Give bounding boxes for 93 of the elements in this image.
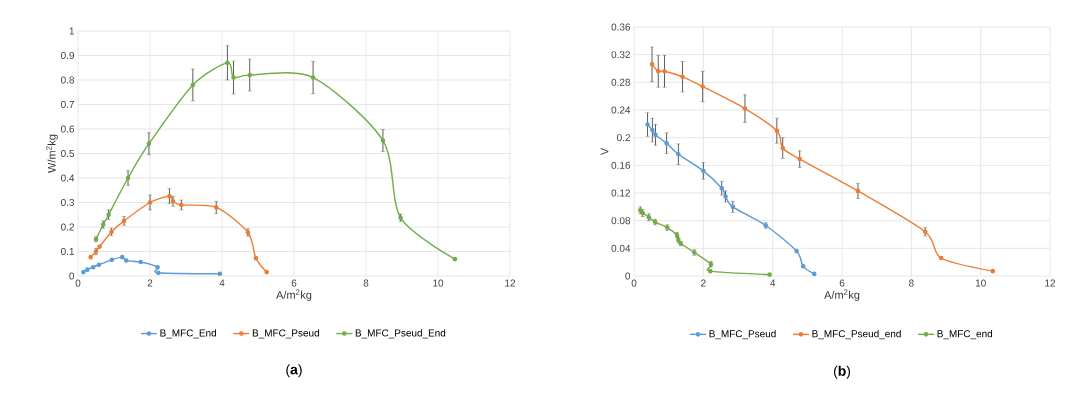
point [310, 75, 316, 80]
point [147, 200, 153, 205]
x-tick-label: 4 [770, 279, 776, 287]
y-tick-label: 0.28 [611, 78, 631, 86]
y-tick-label: 0.36 [611, 23, 631, 31]
point [190, 82, 196, 88]
legend-label: B_MFC_Pseud_End [355, 329, 446, 339]
point [452, 256, 458, 262]
point [125, 175, 131, 181]
point [96, 262, 102, 268]
legend-label: B_MFC_end [937, 329, 993, 340]
x-tick-label: 12 [505, 279, 516, 287]
x-tick-label: 6 [291, 279, 297, 287]
x-tick-label: 10 [975, 279, 986, 287]
y-tick-label: 0.08 [611, 217, 631, 225]
legend-label: B_MFC_Pseud [252, 329, 319, 339]
x-tick-label: 0 [631, 279, 637, 287]
point [855, 188, 861, 194]
point [723, 194, 728, 199]
point [649, 62, 655, 67]
point [767, 272, 772, 277]
point [213, 205, 219, 210]
point [138, 259, 143, 265]
y-tick-label: 0.5 [61, 149, 75, 158]
y-tick-label: 0.2 [617, 134, 630, 142]
x-tick-label: 2 [701, 279, 706, 287]
y-tick-label: 0.2 [61, 223, 74, 231]
point [701, 168, 706, 174]
point [653, 132, 658, 138]
point [85, 267, 90, 272]
point [81, 269, 86, 275]
point [655, 68, 661, 74]
y-tick-label: 0.16 [611, 161, 631, 169]
y-tick-label: 0.24 [611, 106, 631, 114]
point [380, 138, 386, 143]
point [253, 255, 259, 261]
x-tick-label: 4 [219, 279, 225, 287]
y-tick-label: 0.8 [61, 76, 75, 84]
point [247, 72, 253, 78]
y-tick-label: 0.1 [61, 247, 75, 256]
x-tick-label: 2 [147, 279, 153, 287]
point [264, 269, 269, 275]
point [774, 128, 780, 134]
legend-label: B_MFC_Pseud_end [812, 329, 901, 340]
x-axis-title: A/m$^{2}$kg [276, 289, 312, 301]
y-tick-label: 0.4 [61, 174, 75, 182]
x-tick-label: 8 [363, 279, 369, 287]
text: (a) [286, 364, 302, 378]
point [794, 248, 799, 254]
y-axis-title: W/m$^{2}$kg [46, 134, 58, 173]
point [155, 270, 161, 276]
point [680, 74, 685, 80]
point [664, 140, 669, 146]
point [800, 264, 806, 269]
point [990, 268, 996, 274]
y-tick-label: 1 [69, 27, 75, 35]
text: (b) [833, 365, 851, 379]
point [938, 255, 944, 261]
x-tick-label: 8 [909, 279, 914, 287]
point [811, 271, 817, 277]
y-tick-label: 0.04 [611, 244, 631, 252]
point [742, 106, 748, 111]
y-axis-title: V [600, 147, 609, 156]
point [676, 151, 681, 157]
x-tick-label: 10 [433, 279, 444, 287]
point [225, 60, 230, 66]
point [109, 257, 115, 263]
point [700, 84, 705, 89]
x-tick-label: 6 [839, 279, 845, 287]
y-tick-label: 0.6 [61, 125, 75, 133]
y-tick-label: 0.9 [61, 51, 75, 60]
legend-label: B_MFC_End [160, 329, 217, 339]
point [217, 271, 223, 277]
x-axis-title: A/m$^{2}$kg [824, 289, 860, 301]
y-tick-label: 0.32 [611, 51, 630, 59]
x-tick-label: 12 [1045, 279, 1056, 287]
point [88, 254, 93, 260]
point [90, 264, 96, 270]
y-tick-label: 0.12 [611, 189, 630, 197]
point [155, 264, 160, 270]
point [123, 258, 129, 263]
point [146, 141, 152, 146]
point [662, 68, 667, 74]
point [231, 75, 236, 80]
y-tick-label: 0 [625, 272, 631, 280]
y-tick-label: 0 [69, 272, 75, 280]
y-tick-label: 0.3 [61, 198, 75, 207]
point [119, 254, 125, 260]
y-tick-label: 0.7 [61, 100, 74, 109]
legend-label: B_MFC_Pseud [709, 329, 776, 340]
x-tick-label: 0 [75, 279, 81, 287]
point [797, 156, 803, 162]
point [780, 145, 786, 151]
